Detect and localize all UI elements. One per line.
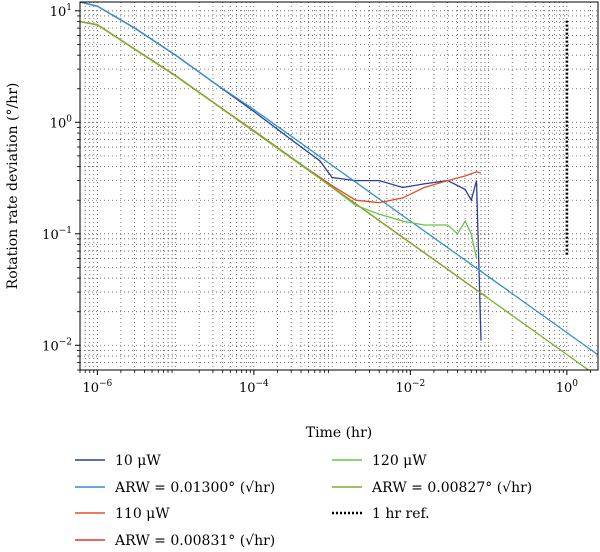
legend-item: ARW = 0.01300° (√hr)	[75, 480, 275, 496]
legend-item: 10 μW	[75, 453, 161, 469]
legend-item: 120 μW	[332, 453, 427, 469]
y-axis-label: Rotation rate deviation (°/hr)	[5, 83, 21, 290]
legend-item: ARW = 0.00827° (√hr)	[332, 480, 532, 496]
legend-item: ARW = 0.00831° (√hr)	[75, 533, 275, 549]
series-line	[80, 20, 489, 300]
legend-label: ARW = 0.01300° (√hr)	[114, 480, 275, 496]
x-axis-label: Time (hr)	[306, 425, 372, 441]
x-tick-label: 10−2	[395, 379, 425, 396]
legend-item: 1 hr ref.	[332, 506, 430, 522]
legend-item: 110 μW	[75, 506, 170, 522]
x-tick-label: 100	[556, 379, 579, 396]
plot-frame	[79, 1, 599, 371]
legend-label: 10 μW	[115, 453, 161, 469]
legend-label: 120 μW	[372, 453, 427, 469]
grid	[79, 2, 598, 371]
legend-label: 1 hr ref.	[372, 506, 430, 522]
x-tick-label: 10−4	[239, 379, 269, 396]
axis-ticks: 10−6 10−4 10−2 100 10−2 10−1 100 101	[42, 3, 591, 396]
legend-label: ARW = 0.00831° (√hr)	[114, 533, 275, 549]
y-tick-label: 101	[50, 3, 72, 20]
legend-label: 110 μW	[115, 506, 170, 522]
series-line	[80, 2, 598, 356]
y-tick-label: 10−1	[42, 226, 72, 243]
x-tick-label: 10−6	[82, 379, 112, 396]
series-line	[80, 20, 478, 259]
legend-label: ARW = 0.00827° (√hr)	[371, 480, 532, 496]
legend: 10 μW ARW = 0.01300° (√hr) 110 μW ARW = 0.0…	[75, 453, 532, 549]
series-line	[80, 20, 482, 204]
series-lines	[80, 2, 598, 370]
series-line	[80, 20, 590, 370]
y-tick-label: 100	[50, 114, 73, 131]
y-tick-label: 10−2	[42, 337, 72, 354]
